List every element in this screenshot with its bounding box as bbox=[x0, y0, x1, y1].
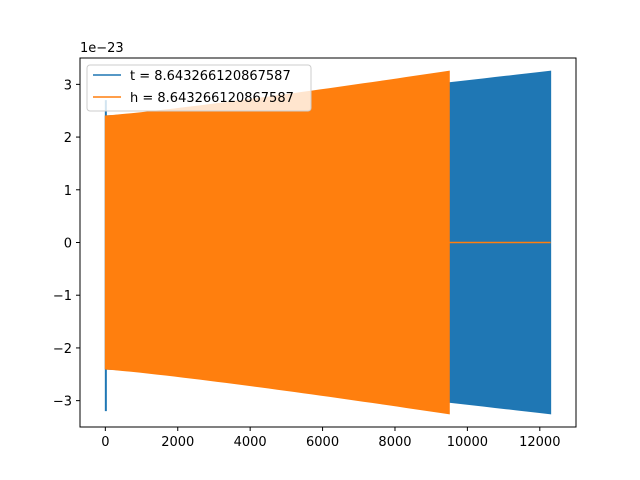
y-tick-label: −1 bbox=[53, 289, 72, 304]
series-h-band bbox=[104, 70, 450, 415]
x-tick-label: 0 bbox=[101, 435, 109, 450]
x-tick-label: 6000 bbox=[306, 435, 339, 450]
y-tick-label: 1 bbox=[64, 184, 72, 199]
legend-label-t: t = 8.643266120867587 bbox=[130, 69, 291, 84]
x-tick-label: 4000 bbox=[234, 435, 267, 450]
x-axis: 0 2000 4000 6000 8000 10000 12000 bbox=[101, 427, 560, 450]
y-tick-label: 3 bbox=[64, 78, 72, 93]
y-tick-label: 0 bbox=[64, 237, 72, 252]
x-tick-label: 10000 bbox=[447, 435, 488, 450]
x-tick-label: 12000 bbox=[519, 435, 560, 450]
x-tick-label: 8000 bbox=[378, 435, 411, 450]
y-axis: −3 −2 −1 0 1 2 3 bbox=[53, 78, 80, 410]
y-tick-label: 2 bbox=[64, 131, 72, 146]
x-tick-label: 2000 bbox=[161, 435, 194, 450]
legend-box bbox=[86, 64, 312, 112]
legend: t = 8.643266120867587 h = 8.643266120867… bbox=[86, 64, 312, 112]
y-tick-label: −2 bbox=[53, 342, 72, 357]
y-offset-label: 1e−23 bbox=[80, 41, 124, 56]
plot-area bbox=[104, 70, 552, 415]
y-tick-label: −3 bbox=[53, 395, 72, 410]
legend-label-h: h = 8.643266120867587 bbox=[130, 91, 294, 106]
